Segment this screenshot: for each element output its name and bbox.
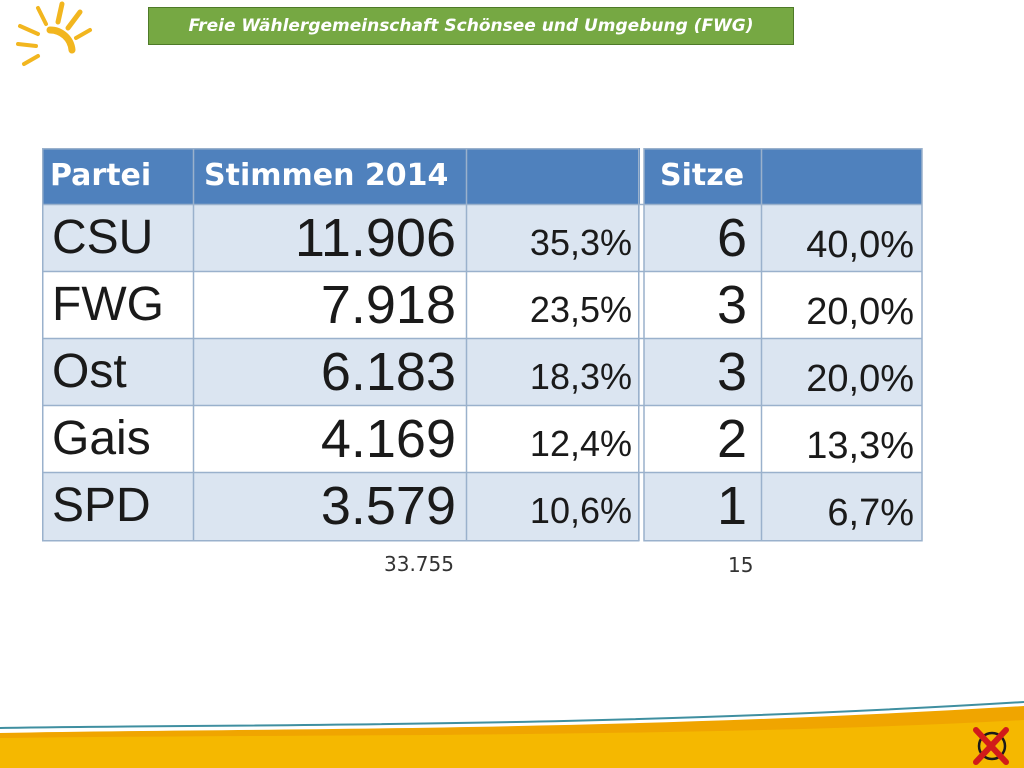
table-row-seats: 3 bbox=[644, 272, 761, 338]
total-votes: 33.755 bbox=[384, 552, 454, 576]
table-row-party: CSU bbox=[42, 205, 193, 271]
results-table: Partei Stimmen 2014 Sitze CSU 11.906 35,… bbox=[42, 148, 924, 543]
footer-wave bbox=[0, 701, 1024, 768]
col-header-stimmen: Stimmen 2014 bbox=[194, 148, 466, 204]
table-row-seats: 2 bbox=[644, 406, 761, 472]
sun-logo-icon bbox=[16, 1, 92, 66]
table-row-seats: 3 bbox=[644, 339, 761, 405]
table-row-vote-pct: 23,5% bbox=[467, 272, 640, 338]
table-row-seat-pct: 13,3% bbox=[762, 406, 922, 472]
table-row-vote-pct: 10,6% bbox=[467, 473, 640, 541]
table-row-votes: 11.906 bbox=[194, 205, 466, 271]
col-header-partei: Partei bbox=[42, 148, 193, 204]
table-row-party: SPD bbox=[42, 473, 193, 541]
table-row-votes: 6.183 bbox=[194, 339, 466, 405]
table-row-seats: 1 bbox=[644, 473, 761, 541]
table-row-party: Ost bbox=[42, 339, 193, 405]
ballot-cross-icon bbox=[973, 727, 1009, 765]
table-row-party: FWG bbox=[42, 272, 193, 338]
table-grid bbox=[42, 148, 923, 542]
table-row-vote-pct: 35,3% bbox=[467, 205, 640, 271]
table-row-seat-pct: 20,0% bbox=[762, 272, 922, 338]
table-row-votes: 7.918 bbox=[194, 272, 466, 338]
col-header-stimmen-pct bbox=[467, 148, 640, 204]
table-row-votes: 4.169 bbox=[194, 406, 466, 472]
table-row-seat-pct: 20,0% bbox=[762, 339, 922, 405]
table-row-votes: 3.579 bbox=[194, 473, 466, 541]
col-header-sitze-pct bbox=[762, 148, 922, 204]
table-row-party: Gais bbox=[42, 406, 193, 472]
table-row-seat-pct: 40,0% bbox=[762, 205, 922, 271]
col-header-sitze: Sitze bbox=[644, 148, 761, 204]
table-row-seat-pct: 6,7% bbox=[762, 473, 922, 541]
table-row-vote-pct: 18,3% bbox=[467, 339, 640, 405]
table-row-vote-pct: 12,4% bbox=[467, 406, 640, 472]
page-title-banner: Freie Wählergemeinschaft Schönsee und Um… bbox=[148, 7, 794, 45]
table-row-seats: 6 bbox=[644, 205, 761, 271]
total-seats: 15 bbox=[728, 553, 754, 577]
